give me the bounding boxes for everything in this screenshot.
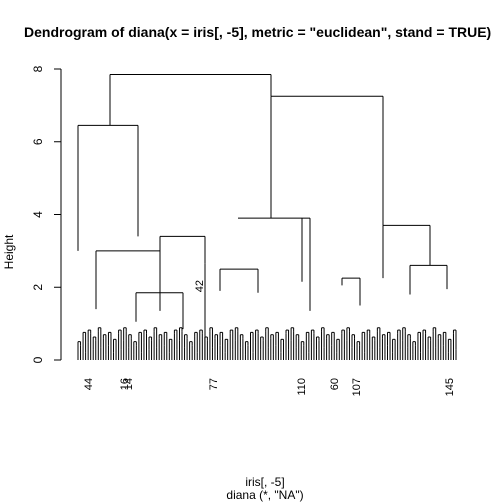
y-tick-label: 6 — [31, 138, 45, 145]
y-axis-label: Height — [2, 234, 16, 269]
leaf-label: 77 — [208, 378, 220, 390]
leaf-label: 42 — [194, 280, 206, 292]
leaf-label: 14 — [123, 378, 135, 390]
y-tick-label: 4 — [31, 211, 45, 218]
y-tick-label: 0 — [31, 356, 45, 363]
y-axis: 0 2 4 6 8 — [31, 65, 62, 363]
dendrogram-tree — [77, 73, 457, 360]
x-axis-label: iris[, -5] — [245, 475, 284, 489]
y-tick-label: 2 — [31, 284, 45, 291]
x-axis-sublabel: diana (*, "NA") — [226, 488, 303, 502]
leaf-label: 110 — [296, 378, 308, 396]
leaf-label: 16 — [119, 378, 131, 390]
chart-title: Dendrogram of diana(x = iris[, -5], metr… — [24, 24, 491, 40]
leaf-label: 60 — [329, 378, 341, 390]
y-tick-label: 8 — [31, 65, 45, 72]
leaf-label: 44 — [83, 378, 95, 390]
leaf-label: 107 — [351, 378, 363, 396]
leaf-label: 145 — [444, 378, 456, 396]
